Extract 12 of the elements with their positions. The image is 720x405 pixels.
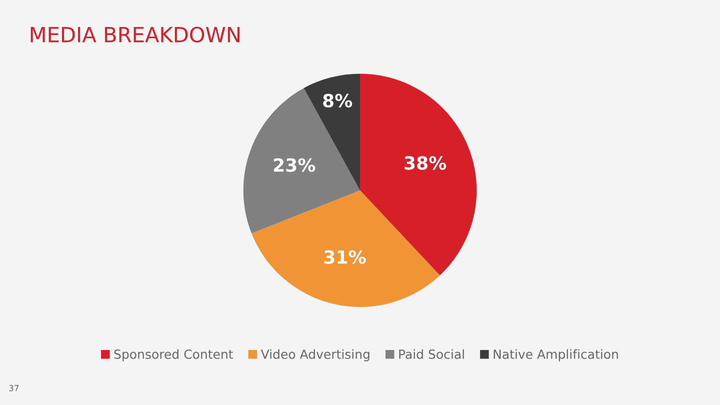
data-label: 31% xyxy=(324,250,366,264)
legend-label: Native Amplification xyxy=(494,349,618,362)
data-label: 38% xyxy=(404,156,446,170)
pie-slice xyxy=(243,88,360,234)
legend-label: Sponsored Content xyxy=(114,349,233,362)
data-label: 8% xyxy=(323,94,352,108)
legend-label: Video Advertising xyxy=(260,349,370,362)
chart-title: MEDIA BREAKDOWN xyxy=(30,26,240,42)
pie-slice xyxy=(252,190,440,307)
data-label: 23% xyxy=(274,158,316,172)
legend-label: Paid Social xyxy=(399,349,464,359)
text: 37 xyxy=(9,384,19,392)
